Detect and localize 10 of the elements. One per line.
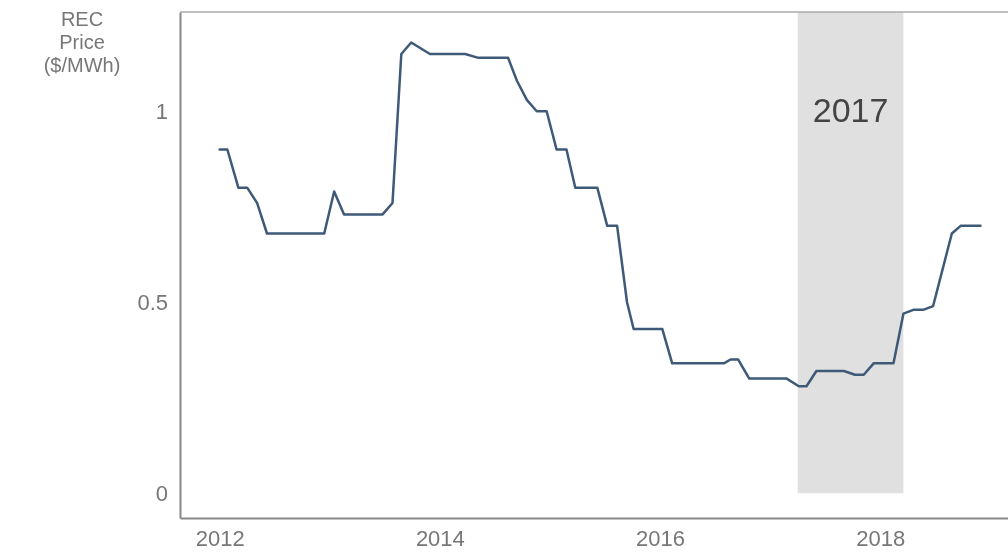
x-tick-label: 2014 <box>415 525 465 551</box>
y-tick-label: 0 <box>155 480 168 506</box>
band-label: 2017 <box>812 91 889 129</box>
x-tick-label: 2012 <box>195 525 245 551</box>
line-series <box>218 41 982 388</box>
y-tick-label: 1 <box>155 98 168 124</box>
x-tick-label: 2016 <box>636 525 686 551</box>
y-tick-label: 0.5 <box>137 289 168 315</box>
y-axis-title: REC Price ($/MWh) <box>43 8 121 76</box>
x-tick-label: 2018 <box>856 525 906 551</box>
